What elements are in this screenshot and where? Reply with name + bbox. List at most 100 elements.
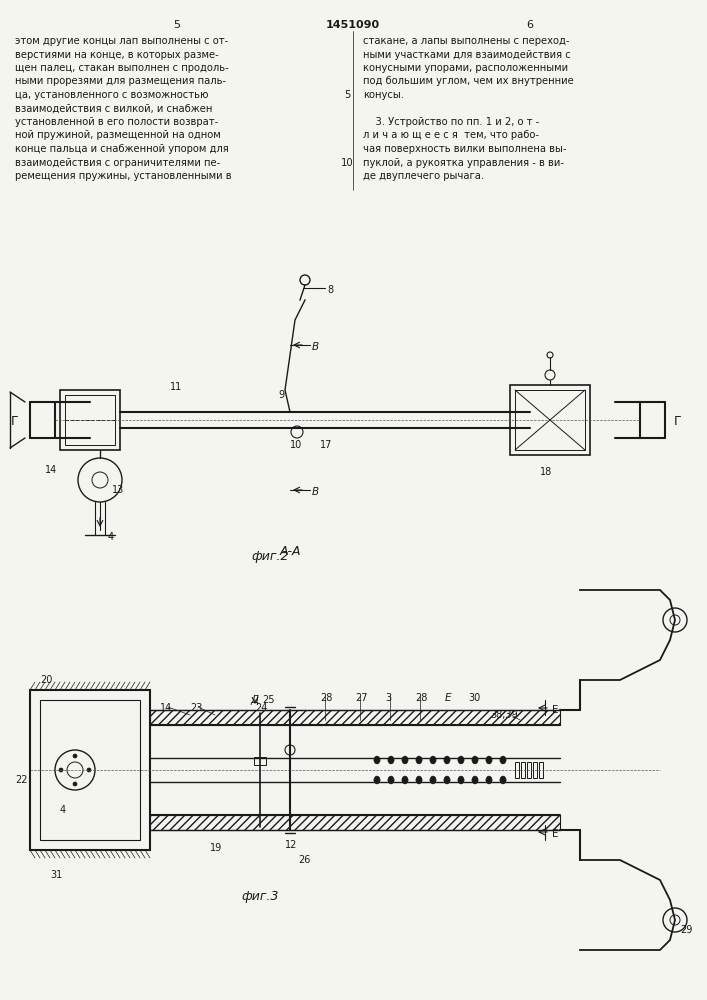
- Text: взаимодействия с ограничителями пе-: взаимодействия с ограничителями пе-: [15, 157, 221, 167]
- Text: 27: 27: [355, 693, 368, 703]
- Ellipse shape: [486, 756, 492, 764]
- Text: 17: 17: [320, 440, 332, 450]
- Text: конце пальца и снабженной упором для: конце пальца и снабженной упором для: [15, 144, 229, 154]
- Text: 30: 30: [468, 693, 480, 703]
- Ellipse shape: [388, 756, 394, 764]
- Text: 38,39: 38,39: [490, 710, 518, 720]
- Text: А-А: А-А: [279, 545, 300, 558]
- Text: фиг.3: фиг.3: [241, 890, 279, 903]
- Circle shape: [73, 782, 77, 786]
- Text: 14: 14: [45, 465, 57, 475]
- Bar: [539, 762, 543, 778]
- Text: 14: 14: [160, 703, 173, 713]
- Text: чая поверхность вилки выполнена вы-: чая поверхность вилки выполнена вы-: [363, 144, 566, 154]
- Text: пуклой, а рукоятка управления - в ви-: пуклой, а рукоятка управления - в ви-: [363, 157, 564, 167]
- Ellipse shape: [416, 776, 422, 784]
- Ellipse shape: [388, 776, 394, 784]
- Ellipse shape: [374, 756, 380, 764]
- Text: 5: 5: [173, 20, 180, 30]
- Text: 5: 5: [344, 90, 350, 100]
- Text: 18: 18: [540, 467, 552, 477]
- Text: 8: 8: [327, 285, 333, 295]
- Ellipse shape: [402, 776, 408, 784]
- Text: 12: 12: [285, 840, 298, 850]
- Circle shape: [87, 768, 91, 772]
- Text: установленной в его полости возврат-: установленной в его полости возврат-: [15, 117, 218, 127]
- Ellipse shape: [374, 776, 380, 784]
- Ellipse shape: [444, 756, 450, 764]
- Ellipse shape: [500, 776, 506, 784]
- Text: фиг.2: фиг.2: [251, 550, 288, 563]
- Text: 9: 9: [278, 390, 284, 400]
- Bar: [60, 390, 120, 450]
- Text: Е: Е: [552, 705, 559, 715]
- Text: верстиями на конце, в которых разме-: верстиями на конце, в которых разме-: [15, 49, 218, 60]
- Ellipse shape: [500, 756, 506, 764]
- Text: ными участками для взаимодействия с: ными участками для взаимодействия с: [363, 49, 571, 60]
- Text: 19: 19: [210, 843, 222, 853]
- Text: 31: 31: [50, 870, 62, 880]
- Text: Е: Е: [445, 693, 452, 703]
- Ellipse shape: [472, 756, 478, 764]
- Ellipse shape: [472, 776, 478, 784]
- Circle shape: [73, 754, 77, 758]
- Ellipse shape: [402, 756, 408, 764]
- Text: Е: Е: [552, 829, 559, 839]
- Bar: [150, 710, 560, 725]
- Circle shape: [59, 768, 63, 772]
- Text: щен палец, стакан выполнен с продоль-: щен палец, стакан выполнен с продоль-: [15, 63, 229, 73]
- Ellipse shape: [458, 756, 464, 764]
- Text: Г: Г: [674, 415, 682, 428]
- Text: де двуплечего рычага.: де двуплечего рычага.: [363, 171, 484, 181]
- Text: 10: 10: [341, 157, 354, 167]
- Text: 4: 4: [60, 805, 66, 815]
- Text: В: В: [312, 487, 319, 497]
- Text: 6: 6: [527, 20, 534, 30]
- Bar: [40, 700, 140, 840]
- Text: Г: Г: [11, 415, 19, 428]
- Bar: [30, 690, 150, 850]
- Text: 28: 28: [415, 693, 427, 703]
- Text: Д: Д: [250, 695, 258, 705]
- Text: 20: 20: [40, 675, 52, 685]
- Text: стакане, а лапы выполнены с переход-: стакане, а лапы выполнены с переход-: [363, 36, 570, 46]
- Text: 29: 29: [680, 925, 692, 935]
- Text: ными прорезями для размещения паль-: ными прорезями для размещения паль-: [15, 77, 226, 87]
- Text: ремещения пружины, установленными в: ремещения пружины, установленными в: [15, 171, 232, 181]
- Bar: [254, 757, 266, 765]
- Bar: [65, 395, 115, 445]
- Text: 28: 28: [320, 693, 332, 703]
- Text: ной пружиной, размещенной на одном: ной пружиной, размещенной на одном: [15, 130, 221, 140]
- Text: 13: 13: [112, 485, 124, 495]
- Bar: [527, 762, 531, 778]
- Ellipse shape: [444, 776, 450, 784]
- Ellipse shape: [486, 776, 492, 784]
- Bar: [521, 762, 525, 778]
- Bar: [533, 762, 537, 778]
- Text: 22: 22: [15, 775, 28, 785]
- Text: 23: 23: [190, 703, 202, 713]
- Bar: [150, 815, 560, 830]
- Text: В: В: [312, 342, 319, 352]
- Text: 25: 25: [262, 695, 274, 705]
- Text: под большим углом, чем их внутренние: под большим углом, чем их внутренние: [363, 77, 574, 87]
- Bar: [515, 390, 585, 450]
- Text: 24: 24: [255, 703, 267, 713]
- Bar: [510, 385, 590, 455]
- Text: 26: 26: [298, 855, 310, 865]
- Text: л и ч а ю щ е е с я  тем, что рабо-: л и ч а ю щ е е с я тем, что рабо-: [363, 130, 539, 140]
- Text: конусными упорами, расположенными: конусными упорами, расположенными: [363, 63, 568, 73]
- Ellipse shape: [430, 776, 436, 784]
- Ellipse shape: [416, 756, 422, 764]
- Text: 4: 4: [108, 532, 114, 542]
- Ellipse shape: [458, 776, 464, 784]
- Text: 3: 3: [385, 693, 391, 703]
- Text: 1451090: 1451090: [326, 20, 380, 30]
- Text: ца, установленного с возможностью: ца, установленного с возможностью: [15, 90, 209, 100]
- Ellipse shape: [430, 756, 436, 764]
- Bar: [515, 762, 519, 778]
- Text: 10: 10: [290, 440, 303, 450]
- Text: конусы.: конусы.: [363, 90, 404, 100]
- Text: 3. Устройство по пп. 1 и 2, о т -: 3. Устройство по пп. 1 и 2, о т -: [363, 117, 539, 127]
- Text: этом другие концы лап выполнены с от-: этом другие концы лап выполнены с от-: [15, 36, 228, 46]
